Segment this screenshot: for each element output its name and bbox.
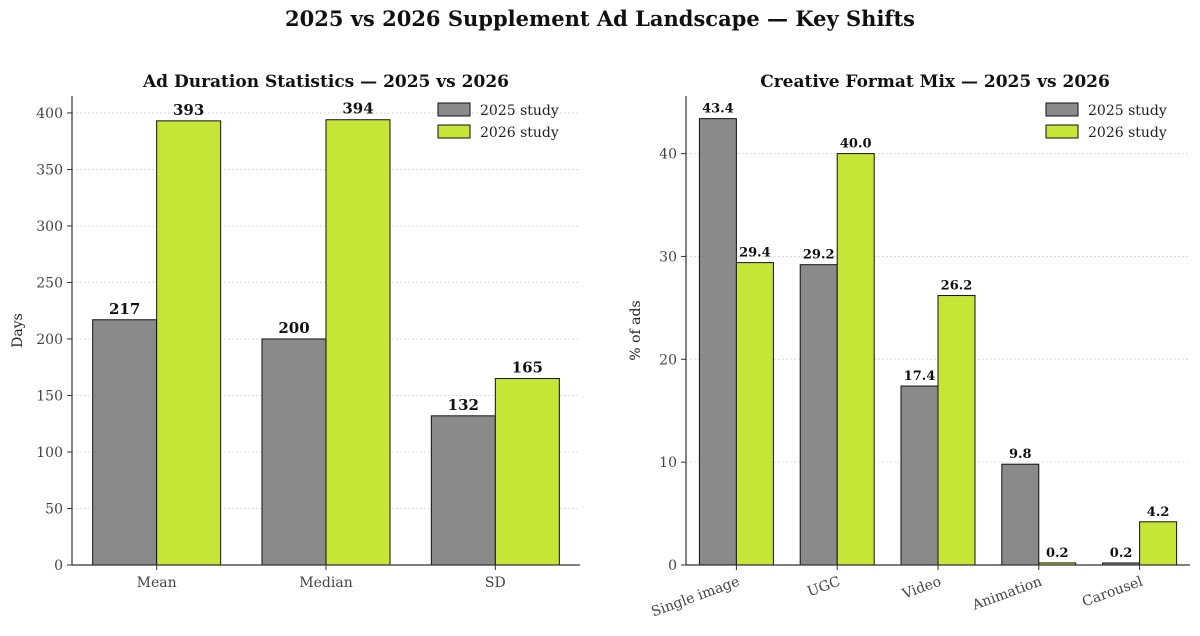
y-tick-label: 0 — [668, 558, 677, 574]
bar — [937, 295, 976, 566]
y-tick-label: 100 — [36, 445, 63, 461]
y-tick-label: 20 — [659, 352, 677, 368]
bar — [900, 385, 939, 566]
data-label: 393 — [173, 101, 204, 119]
x-tick-label: Median — [299, 575, 352, 591]
legend-swatch — [1045, 102, 1079, 117]
legend: 2025 study 2026 study — [1045, 102, 1167, 141]
bar — [156, 120, 222, 566]
y-tick-label: 350 — [36, 162, 63, 178]
bar — [735, 262, 774, 566]
data-label: 40.0 — [840, 137, 872, 152]
data-label: 165 — [512, 359, 543, 377]
data-label: 17.4 — [904, 369, 936, 384]
bar — [698, 118, 737, 566]
data-label: 29.4 — [739, 246, 771, 261]
bar — [799, 264, 838, 566]
legend-swatch — [1045, 124, 1079, 139]
y-tick-label: 50 — [45, 501, 63, 517]
data-label: 0.2 — [1110, 546, 1133, 561]
chart-panel-2: Creative Format Mix — 2025 vs 2026 0 10 20 3… — [628, 72, 1190, 620]
y-axis-label: % of ads — [628, 300, 644, 360]
y-tick-label: 400 — [36, 106, 63, 122]
y-tick-label: 40 — [659, 147, 677, 163]
data-label: 9.8 — [1009, 447, 1032, 462]
x-tick-label: SD — [485, 575, 506, 591]
data-label: 217 — [109, 300, 140, 318]
data-label: 200 — [278, 319, 309, 337]
x-tick-label: Carousel — [1080, 574, 1145, 611]
bar — [261, 338, 327, 566]
y-tick-label: 30 — [659, 249, 677, 265]
chart-panel-1: Ad Duration Statistics — 2025 vs 2026 0 50… — [10, 72, 580, 591]
bar — [494, 378, 560, 566]
bar — [1139, 521, 1178, 566]
x-tick-label: Mean — [137, 575, 177, 591]
data-label: 132 — [448, 396, 479, 414]
bar — [1001, 463, 1040, 566]
y-tick-label: 150 — [36, 388, 63, 404]
data-label: 29.2 — [803, 248, 835, 263]
legend-swatch — [437, 124, 471, 139]
x-tick-label: Video — [899, 574, 943, 603]
legend-label: 2025 study — [480, 103, 559, 119]
y-tick-label: 250 — [36, 275, 63, 291]
y-tick-label: 10 — [659, 455, 677, 471]
x-tick-label: UGC — [805, 574, 842, 601]
bar — [836, 153, 875, 566]
chart-title: Creative Format Mix — 2025 vs 2026 — [760, 72, 1110, 92]
data-label: 0.2 — [1046, 546, 1069, 561]
y-tick-label: 200 — [36, 332, 63, 348]
data-label: 26.2 — [941, 279, 973, 294]
bar — [430, 415, 496, 566]
bar — [92, 319, 158, 566]
y-tick-label: 300 — [36, 219, 63, 235]
chart-title: Ad Duration Statistics — 2025 vs 2026 — [142, 72, 509, 92]
y-axis-label: Days — [10, 313, 26, 348]
y-tick-label: 0 — [54, 558, 63, 574]
legend-label: 2026 study — [480, 125, 559, 141]
x-tick-label: Single image — [649, 574, 741, 621]
data-label: 43.4 — [702, 102, 734, 117]
x-tick-label: Animation — [969, 574, 1044, 614]
legend-swatch — [437, 102, 471, 117]
bar — [325, 119, 391, 566]
legend-label: 2025 study — [1088, 103, 1167, 119]
figure-title: 2025 vs 2026 Supplement Ad Landscape — K… — [285, 6, 915, 31]
data-label: 4.2 — [1147, 505, 1170, 520]
data-label: 394 — [342, 100, 373, 118]
legend: 2025 study 2026 study — [437, 102, 559, 141]
legend-label: 2026 study — [1088, 125, 1167, 141]
